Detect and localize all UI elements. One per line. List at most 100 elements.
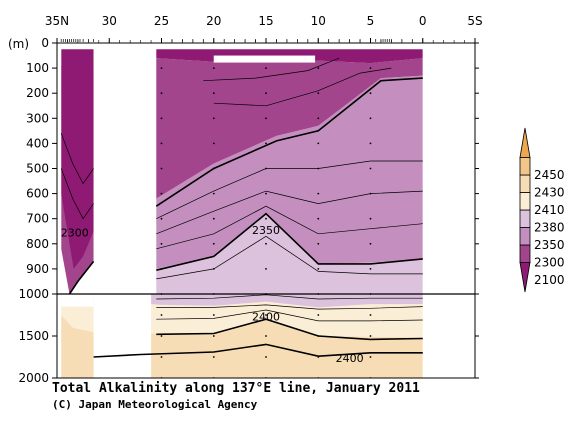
sample-dot	[369, 356, 372, 358]
sample-dot	[160, 242, 163, 245]
sample-dot	[369, 142, 372, 145]
y-tick-label: 100	[26, 61, 49, 75]
x-tick-label: 0	[419, 14, 427, 28]
colorbar-segment	[519, 157, 531, 176]
sample-dot	[212, 192, 215, 195]
sample-dot	[212, 217, 215, 220]
no-data-band-1	[93, 43, 115, 378]
contour-label: 2300	[61, 227, 89, 240]
colorbar-segment	[519, 192, 531, 211]
contour-label-layer: 2300 2350 2400 2400	[61, 224, 364, 365]
colorbar-label: 2300	[534, 256, 565, 270]
contour-thin-8	[213, 67, 392, 107]
colorbar-label: 2350	[534, 238, 565, 252]
y-tick-label: 800	[26, 237, 49, 251]
no-data-gap-surface	[213, 55, 316, 63]
fill-kuroshio-core	[61, 49, 94, 269]
sample-dot	[317, 217, 320, 220]
contour-thin-7	[156, 309, 423, 322]
fill-2300-2350	[156, 75, 423, 269]
sample-dot	[317, 167, 320, 170]
sample-dot	[265, 67, 267, 69]
colorbar-arrow-top	[519, 127, 531, 158]
colorbar-arrow-bottom	[519, 262, 531, 293]
sample-dot	[212, 67, 215, 69]
contour-thin-north-1	[60, 168, 94, 220]
no-data-north-edge	[57, 43, 62, 378]
sample-dot	[317, 268, 320, 270]
sample-dot	[160, 67, 163, 69]
colorbar-segment	[519, 174, 531, 193]
chart-title: Total Alkalinity along 137°E line, Janua…	[52, 381, 420, 396]
sample-dot	[265, 167, 267, 170]
contour-thin-2	[156, 190, 423, 235]
no-data-south-edge	[422, 43, 475, 378]
sample-dot	[212, 268, 215, 270]
y-axis: 0 100 200 300 400 500 600 700 800 900 1000 1500 2000	[18, 36, 479, 385]
sample-dot	[369, 242, 372, 245]
fill-2350-2380-upper	[156, 213, 423, 294]
station-ticks	[60, 39, 424, 42]
sample-dot	[265, 117, 267, 120]
contour-label: 2400	[252, 311, 280, 324]
x-tick-label: 5S	[467, 14, 482, 28]
y-tick-label: 2000	[18, 371, 49, 385]
sample-dot	[265, 242, 267, 245]
colorbar-label: 2430	[534, 186, 565, 200]
colorbar-label: 2450	[534, 168, 565, 182]
sample-dot	[317, 117, 320, 120]
sample-dot	[265, 192, 267, 195]
x-tick-label: 25	[154, 14, 169, 28]
sample-dot	[212, 356, 215, 358]
x-tick-label: 20	[206, 14, 221, 28]
y-unit-label: (m)	[8, 37, 29, 51]
x-axis: 35N 30 25 20 15 10 5 0 5S	[45, 14, 483, 43]
contour-thin-9	[203, 57, 340, 82]
sample-dot	[160, 268, 163, 270]
sample-dot	[265, 268, 267, 270]
y-tick-label: 900	[26, 262, 49, 276]
sample-dot	[212, 335, 215, 337]
sample-dot	[317, 242, 320, 245]
y-tick-label: 200	[26, 86, 49, 100]
colorbar: 2100 2300 2350 2380 2410 2430 2450	[519, 127, 565, 293]
contour-thin-4	[156, 235, 423, 280]
sample-dot	[160, 335, 163, 337]
sample-dot	[212, 314, 215, 316]
colorbar-segment	[519, 209, 531, 228]
sample-dot	[317, 335, 320, 337]
contour-thin-5	[156, 294, 423, 300]
sample-dot	[369, 167, 372, 170]
no-data-shelf	[61, 294, 94, 307]
sample-dot	[369, 192, 372, 195]
x-tick-label: 5	[367, 14, 375, 28]
y-tick-label: 1500	[18, 329, 49, 343]
contour-thin-6	[156, 304, 423, 310]
sample-dot	[265, 335, 267, 337]
sample-dot	[369, 217, 372, 220]
sample-dot	[212, 142, 215, 145]
sample-dot	[317, 192, 320, 195]
sample-dot	[369, 67, 372, 69]
x-tick-label: 15	[258, 14, 273, 28]
sample-dot	[212, 92, 215, 95]
colorbar-segment	[519, 244, 531, 263]
sample-dot	[212, 242, 215, 245]
y-tick-label: 500	[26, 162, 49, 176]
station-dot-layer	[160, 67, 372, 378]
sample-dot	[369, 117, 372, 120]
sample-dot	[317, 67, 320, 69]
sample-dot	[317, 142, 320, 145]
colorbar-segment	[519, 227, 531, 246]
sample-dot	[369, 268, 372, 270]
sample-dot	[369, 314, 372, 316]
sample-dot	[160, 117, 163, 120]
y-tick-label: 400	[26, 136, 49, 150]
sample-dot	[212, 167, 215, 170]
contour-label: 2350	[252, 224, 280, 237]
chart-credit: (C) Japan Meteorological Agency	[52, 398, 258, 411]
contour-line-layer	[60, 57, 423, 358]
y-tick-label: 700	[26, 212, 49, 226]
no-data-band-2	[114, 43, 152, 378]
